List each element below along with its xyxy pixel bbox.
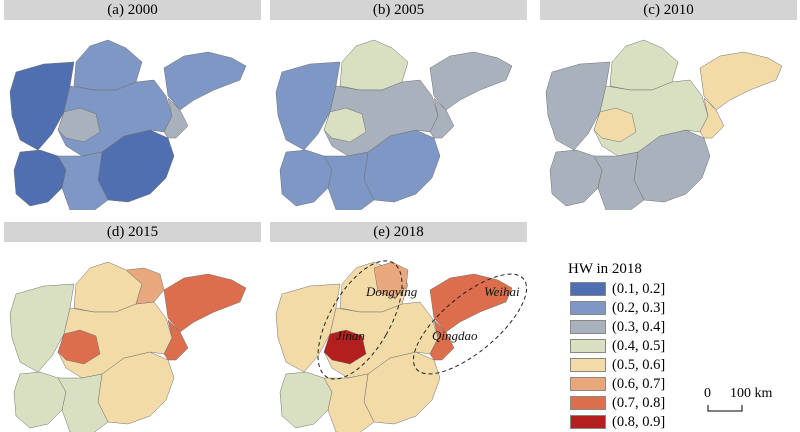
legend-item: (0.3, 0.4] xyxy=(566,318,696,337)
region-south xyxy=(323,373,375,432)
panel-title: (b) 2005 xyxy=(270,0,527,20)
region-southwest xyxy=(549,149,603,207)
region-southwest xyxy=(279,149,333,207)
region-center-west xyxy=(323,107,367,143)
region-qingdao xyxy=(429,319,455,361)
region-north xyxy=(609,39,679,91)
panel-2005: (b) 2005 xyxy=(270,0,527,210)
map-2018: Dongying Weihai Jinan Qingdao xyxy=(275,260,527,432)
weihai-qingdao-ellipse xyxy=(412,273,527,375)
region-center-west xyxy=(57,329,101,365)
legend-label: (0.5, 0.6] xyxy=(612,357,666,373)
legend-item: (0.7, 0.8] xyxy=(566,394,696,413)
legend-item: (0.2, 0.3] xyxy=(566,299,696,318)
panel-2000: (a) 2000 xyxy=(4,0,261,210)
legend-item: (0.1, 0.2] xyxy=(566,280,696,299)
legend-swatch xyxy=(570,339,606,353)
legend-label: (0.7, 0.8] xyxy=(612,395,666,411)
dongying-jinan-ellipse xyxy=(317,260,403,380)
region-west xyxy=(275,61,341,151)
legend-label: (0.2, 0.3] xyxy=(612,300,666,316)
legend: HW in 2018 (0.1, 0.2] (0.2, 0.3] (0.3, 0… xyxy=(566,258,696,432)
legend-item: (0.4, 0.5] xyxy=(566,337,696,356)
region-north-east xyxy=(125,267,165,305)
legend-item: (0.5, 0.6] xyxy=(566,356,696,375)
legend-swatch xyxy=(570,396,606,410)
region-coast xyxy=(163,97,189,139)
region-north xyxy=(339,39,409,91)
region-southwest xyxy=(13,371,67,429)
region-southwest xyxy=(279,371,333,429)
scale-zero-label: 0 xyxy=(704,386,711,401)
legend-title: HW in 2018 xyxy=(568,261,642,277)
scale-bar-line xyxy=(707,405,743,412)
region-east xyxy=(429,51,513,111)
legend-swatch xyxy=(570,320,606,334)
region-west xyxy=(545,61,611,151)
panel-2010: (c) 2010 xyxy=(540,0,797,210)
map-2010 xyxy=(545,39,783,210)
region-west xyxy=(9,283,75,373)
region-south xyxy=(593,151,645,210)
scale-distance-label: 100 km xyxy=(730,386,773,401)
legend-swatch xyxy=(570,301,606,315)
weihai-label: Weihai xyxy=(484,284,520,299)
panel-title: (e) 2018 xyxy=(270,222,527,242)
region-southwest xyxy=(13,149,67,207)
region-south xyxy=(57,373,109,432)
region-center-west xyxy=(593,107,637,143)
jinan-label: Jinan xyxy=(336,328,365,343)
legend-label: (0.4, 0.5] xyxy=(612,338,666,354)
region-north xyxy=(73,39,143,91)
legend-label: (0.1, 0.2] xyxy=(612,281,666,297)
legend-item: (0.8, 0.9] xyxy=(566,413,696,432)
dongying-label: Dongying xyxy=(365,284,418,299)
region-center-west xyxy=(57,107,101,143)
panel-2015: (d) 2015 xyxy=(4,222,261,432)
legend-label: (0.6, 0.7] xyxy=(612,376,666,392)
legend-swatch xyxy=(570,415,606,429)
qingdao-label: Qingdao xyxy=(432,328,478,343)
legend-label: (0.8, 0.9] xyxy=(612,414,666,430)
panel-title: (a) 2000 xyxy=(4,0,261,20)
panel-title: (d) 2015 xyxy=(4,222,261,242)
legend-swatch xyxy=(570,377,606,391)
region-jinan xyxy=(323,329,367,365)
region-coast xyxy=(163,319,189,361)
region-east xyxy=(699,51,783,111)
region-east xyxy=(163,273,247,333)
map-2015 xyxy=(9,261,247,432)
scale-bar: 0 100 km xyxy=(700,386,790,416)
region-coast xyxy=(699,97,725,139)
map-2005 xyxy=(275,39,513,210)
region-west xyxy=(275,283,341,373)
panel-2018: (e) 2018 Dongying Weihai Jinan Qingdao xyxy=(270,222,527,432)
legend-swatch xyxy=(570,358,606,372)
region-east xyxy=(163,51,247,111)
legend-label: (0.3, 0.4] xyxy=(612,319,666,335)
region-west xyxy=(9,61,75,151)
panel-title: (c) 2010 xyxy=(540,0,797,20)
region-south xyxy=(57,151,109,210)
legend-item: (0.6, 0.7] xyxy=(566,375,696,394)
region-south xyxy=(323,151,375,210)
region-east xyxy=(429,273,513,333)
map-2000 xyxy=(9,39,247,210)
region-coast xyxy=(429,97,455,139)
legend-swatch xyxy=(570,282,606,296)
